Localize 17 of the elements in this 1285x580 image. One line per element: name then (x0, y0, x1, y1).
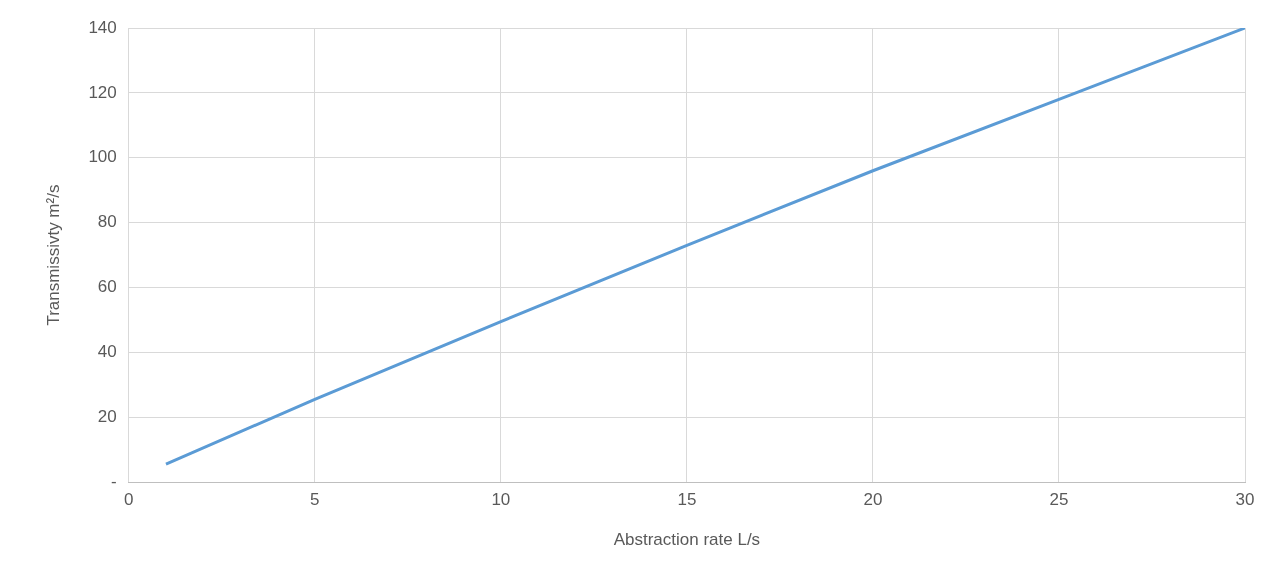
x-tick-label: 15 (677, 490, 697, 510)
x-axis-title: Abstraction rate L/s (613, 530, 761, 550)
y-axis-title: Transmissivty m²/s (43, 184, 63, 326)
x-tick-label: 0 (124, 490, 134, 510)
y-tick-label: 40 (97, 342, 117, 362)
x-tick-label: 30 (1235, 490, 1255, 510)
x-tick-label: 5 (310, 490, 320, 510)
y-tick-label: 20 (97, 407, 117, 426)
y-tick-label: 140 (88, 17, 117, 37)
y-tick-label: 60 (97, 277, 117, 297)
x-tick-label: 20 (863, 490, 883, 510)
y-tick-label: - (111, 471, 117, 491)
x-tick-label: 10 (491, 490, 511, 510)
x-tick-label: 25 (1049, 490, 1069, 510)
y-tick-label: 100 (88, 147, 117, 167)
y-tick-label: 120 (88, 82, 117, 102)
y-tick-label: 80 (97, 212, 117, 232)
